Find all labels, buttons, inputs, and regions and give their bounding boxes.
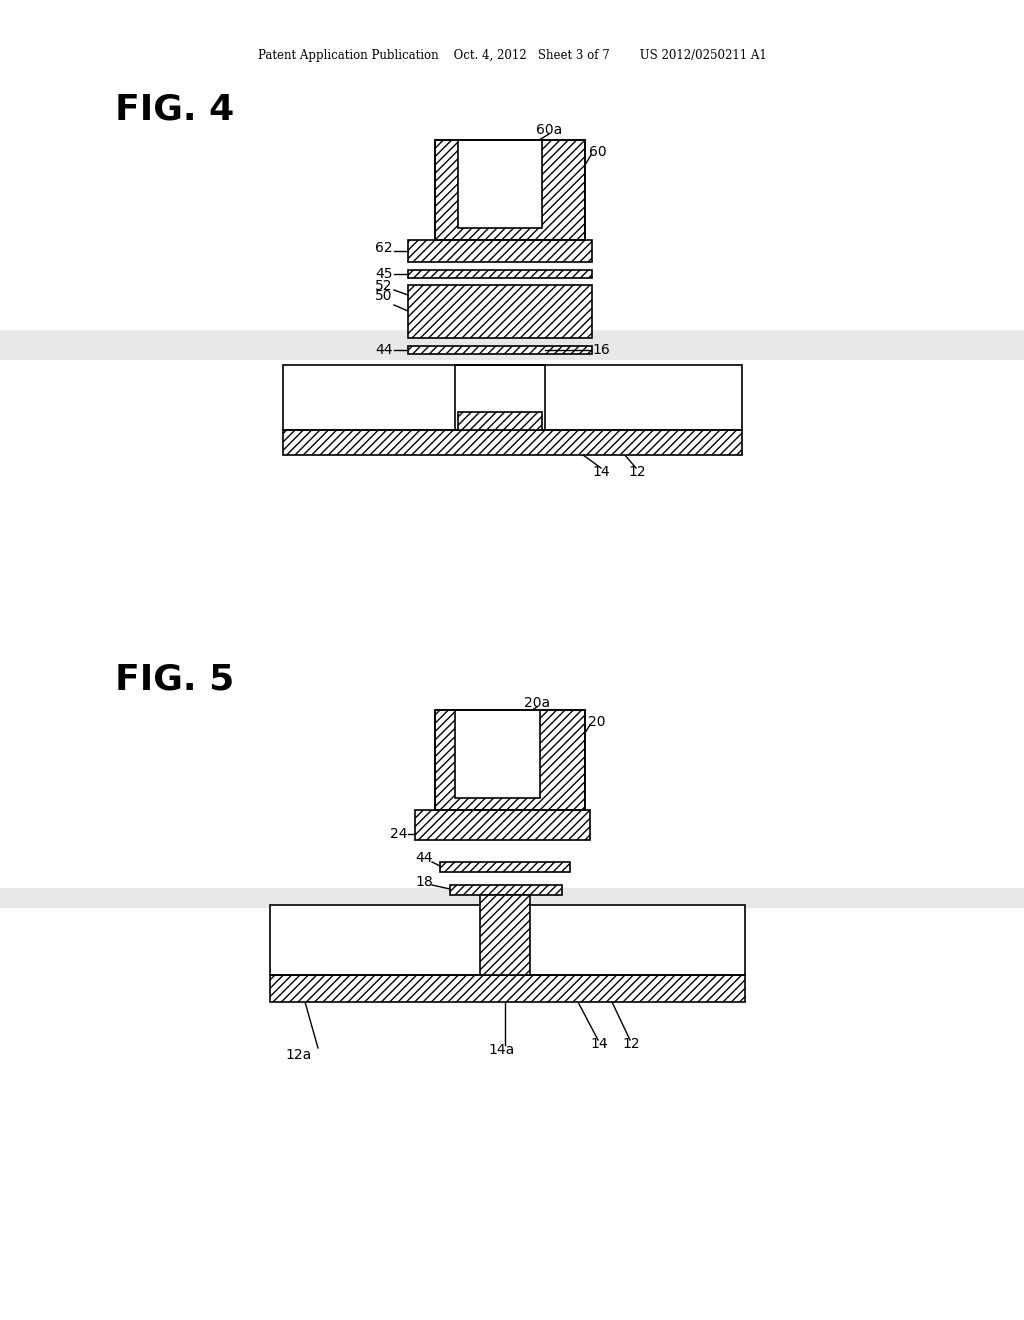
Text: 45: 45 [375,267,392,281]
Text: 60a: 60a [536,123,562,137]
Bar [435,710,585,810]
Text: 18: 18 [460,366,477,379]
Text: 18: 18 [415,875,433,888]
Bar [270,906,480,975]
Bar [545,366,742,430]
Bar [408,271,592,279]
Text: 52: 52 [375,279,392,293]
Text: FIG. 4: FIG. 4 [115,92,234,127]
Text: 14a: 14a [488,1043,514,1057]
Bar [458,412,542,430]
Text: 60: 60 [589,145,606,158]
Text: 44: 44 [415,851,432,865]
Bar [458,140,542,228]
Bar [440,862,570,873]
Bar [450,884,562,895]
Text: 14: 14 [590,1038,607,1051]
Text: FIG. 5: FIG. 5 [115,663,234,697]
Bar [270,906,745,975]
Bar [455,366,545,430]
Bar [415,810,590,840]
Text: 50: 50 [375,289,392,304]
Text: 12: 12 [622,1038,640,1051]
Text: 14: 14 [592,465,609,479]
Text: 62: 62 [375,242,392,255]
Bar [283,366,742,430]
Bar [435,140,585,240]
Text: Patent Application Publication    Oct. 4, 2012   Sheet 3 of 7        US 2012/025: Patent Application Publication Oct. 4, 2… [258,49,766,62]
Bar [408,285,592,338]
Bar [283,366,455,430]
Text: 20a: 20a [524,696,550,710]
Text: 16: 16 [592,343,609,356]
Text: 44: 44 [375,343,392,356]
Bar [455,710,540,799]
Bar [408,346,592,354]
Text: 20: 20 [588,715,605,729]
Text: 12a: 12a [285,1048,311,1063]
Bar [458,140,542,228]
Bar [480,895,530,975]
Text: 24: 24 [390,828,408,841]
Bar [530,906,745,975]
Bar [283,430,742,455]
Text: 14a: 14a [490,366,515,379]
Bar [270,975,745,1002]
Text: 12: 12 [628,465,645,479]
Bar [435,140,585,240]
Bar [0,330,1024,360]
Bar [408,240,592,261]
Bar [0,888,1024,908]
Bar [435,710,585,810]
Bar [455,710,540,799]
